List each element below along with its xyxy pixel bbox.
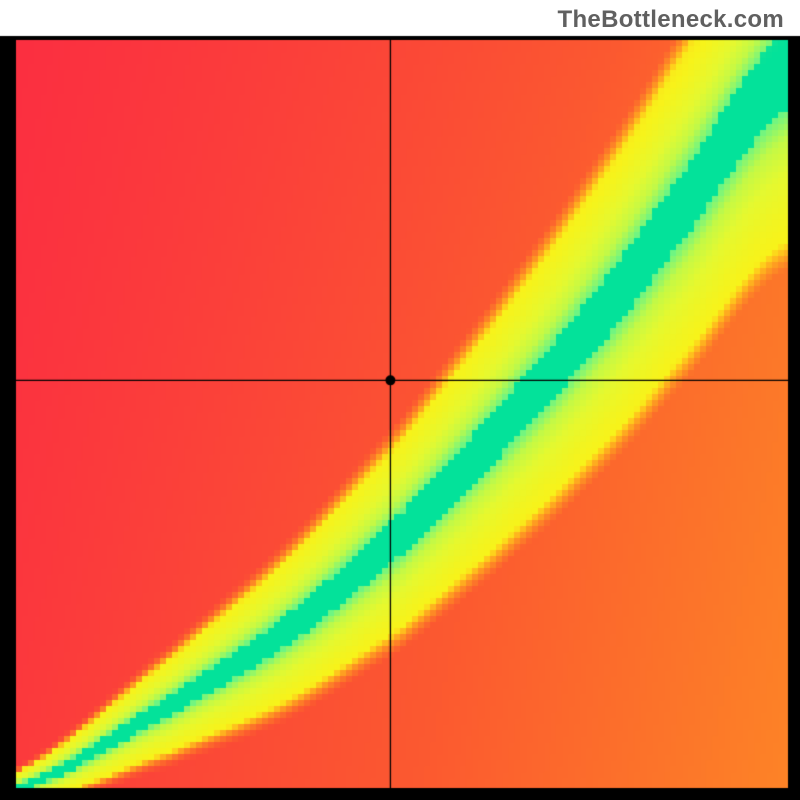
bottleneck-heatmap: [0, 0, 800, 800]
watermark-label: TheBottleneck.com: [558, 6, 784, 34]
